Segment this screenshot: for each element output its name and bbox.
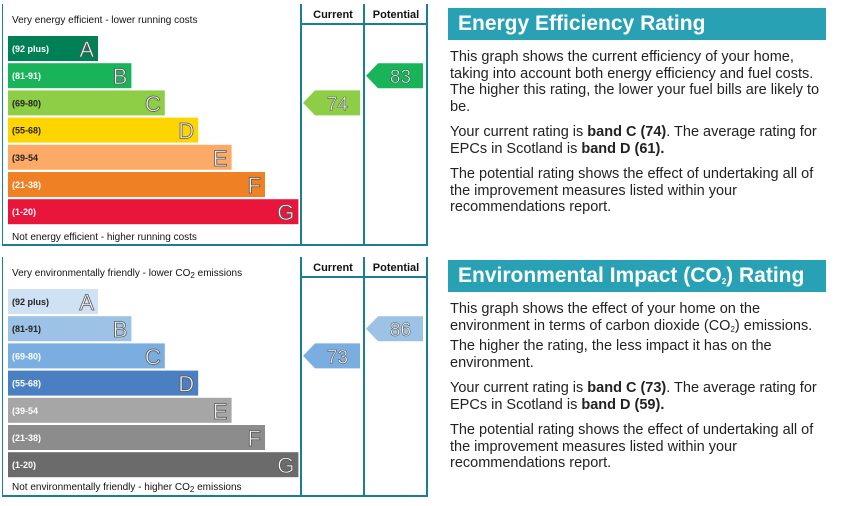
energy-chart-frame bbox=[2, 4, 428, 246]
energy-band-f-letter: F bbox=[248, 173, 261, 198]
env-band-e-bar bbox=[8, 397, 232, 423]
energy-potential-arrow bbox=[366, 63, 423, 89]
env-potential-arrow bbox=[366, 316, 423, 342]
env-potential-header: Potential bbox=[372, 262, 420, 274]
env-potential-value: 86 bbox=[390, 320, 411, 341]
env-band-f-range: (21-38) bbox=[12, 433, 41, 443]
env-band-a-bar bbox=[8, 289, 98, 314]
energy-band-b-bar bbox=[8, 63, 132, 89]
env-band-b-letter: B bbox=[113, 317, 128, 342]
env-band-c-bar bbox=[8, 343, 165, 369]
env-current-arrow bbox=[303, 343, 360, 369]
energy-band-g-letter: G bbox=[277, 200, 294, 225]
energy-para-3: The potential rating shows the effect of… bbox=[450, 166, 814, 215]
energy-band-a-range: (92 plus) bbox=[12, 44, 49, 54]
energy-para-1: This graph shows the current efficiency … bbox=[450, 49, 820, 115]
energy-current-arrow bbox=[303, 90, 360, 116]
energy-potential-value: 83 bbox=[390, 67, 411, 88]
energy-band-e-range: (39-54 bbox=[12, 153, 38, 163]
env-heading: Environmental Impact (CO2) Rating bbox=[448, 260, 826, 292]
energy-potential-header: Potential bbox=[372, 9, 420, 21]
energy-description: Energy Efficiency Rating This graph show… bbox=[448, 8, 836, 216]
env-band-d-bar bbox=[8, 370, 199, 396]
env-description: Environmental Impact (CO2) Rating This g… bbox=[448, 260, 836, 472]
energy-band-f-bar bbox=[8, 172, 265, 197]
energy-band-f-range: (21-38) bbox=[12, 180, 41, 190]
env-band-e-range: (39-54 bbox=[12, 406, 38, 416]
env-band-d-letter: D bbox=[178, 372, 194, 397]
env-bars: (92 plus) A (81-91) B (69-80) C (55-68) D (39-54… bbox=[8, 289, 423, 479]
energy-band-g-range: (1-20) bbox=[12, 207, 36, 217]
env-band-g-bar bbox=[8, 452, 299, 478]
env-current-value: 73 bbox=[327, 347, 348, 368]
energy-band-a-bar bbox=[8, 36, 98, 61]
env-para-2: Your current rating is band C (73). The … bbox=[450, 380, 817, 413]
energy-band-c-range: (69-80) bbox=[12, 98, 41, 108]
energy-bottom-caption: Not energy efficient - higher running co… bbox=[12, 232, 197, 243]
energy-current-header: Current bbox=[313, 9, 353, 21]
energy-band-d-bar bbox=[8, 117, 199, 143]
env-top-caption: Very environmentally friendly - lower CO… bbox=[12, 268, 243, 280]
env-band-a-letter: A bbox=[79, 290, 94, 315]
energy-heading: Energy Efficiency Rating bbox=[448, 8, 826, 40]
energy-band-c-letter: C bbox=[145, 91, 161, 116]
env-para-3: The potential rating shows the effect of… bbox=[450, 422, 814, 471]
energy-current-value: 74 bbox=[327, 94, 349, 115]
energy-para-2: Your current rating is band C (74). The … bbox=[450, 124, 817, 157]
env-para-1: This graph shows the effect of your home… bbox=[450, 301, 813, 371]
energy-band-b-letter: B bbox=[113, 64, 128, 89]
energy-efficiency-chart: Very energy efficient - lower running co… bbox=[2, 4, 428, 246]
energy-band-e-bar bbox=[8, 144, 232, 170]
energy-band-c-bar bbox=[8, 90, 165, 116]
energy-top-caption: Very energy efficient - lower running co… bbox=[12, 15, 198, 26]
environmental-impact-chart: Very environmentally friendly - lower CO… bbox=[2, 257, 428, 497]
env-current-header: Current bbox=[313, 262, 353, 274]
energy-band-b-range: (81-91) bbox=[12, 71, 41, 81]
env-band-c-letter: C bbox=[145, 344, 161, 369]
energy-band-d-letter: D bbox=[178, 119, 194, 144]
energy-band-g-bar bbox=[8, 199, 299, 225]
env-band-d-range: (55-68) bbox=[12, 379, 41, 389]
energy-band-d-range: (55-68) bbox=[12, 126, 41, 136]
env-band-g-letter: G bbox=[277, 453, 294, 478]
env-band-c-range: (69-80) bbox=[12, 351, 41, 361]
energy-band-a-letter: A bbox=[79, 37, 94, 62]
env-band-e-letter: E bbox=[213, 399, 228, 424]
env-band-f-bar bbox=[8, 425, 265, 450]
energy-band-e-letter: E bbox=[213, 146, 228, 171]
env-chart-frame bbox=[2, 257, 428, 497]
env-band-b-bar bbox=[8, 316, 132, 342]
env-bottom-caption: Not environmentally friendly - higher CO… bbox=[12, 482, 242, 494]
env-band-f-letter: F bbox=[248, 426, 261, 451]
env-band-a-range: (92 plus) bbox=[12, 297, 49, 307]
env-band-b-range: (81-91) bbox=[12, 324, 41, 334]
env-band-g-range: (1-20) bbox=[12, 460, 36, 470]
energy-bars: (92 plus) A (81-91) B (69-80) C (55-68) D (39-54… bbox=[8, 36, 423, 226]
